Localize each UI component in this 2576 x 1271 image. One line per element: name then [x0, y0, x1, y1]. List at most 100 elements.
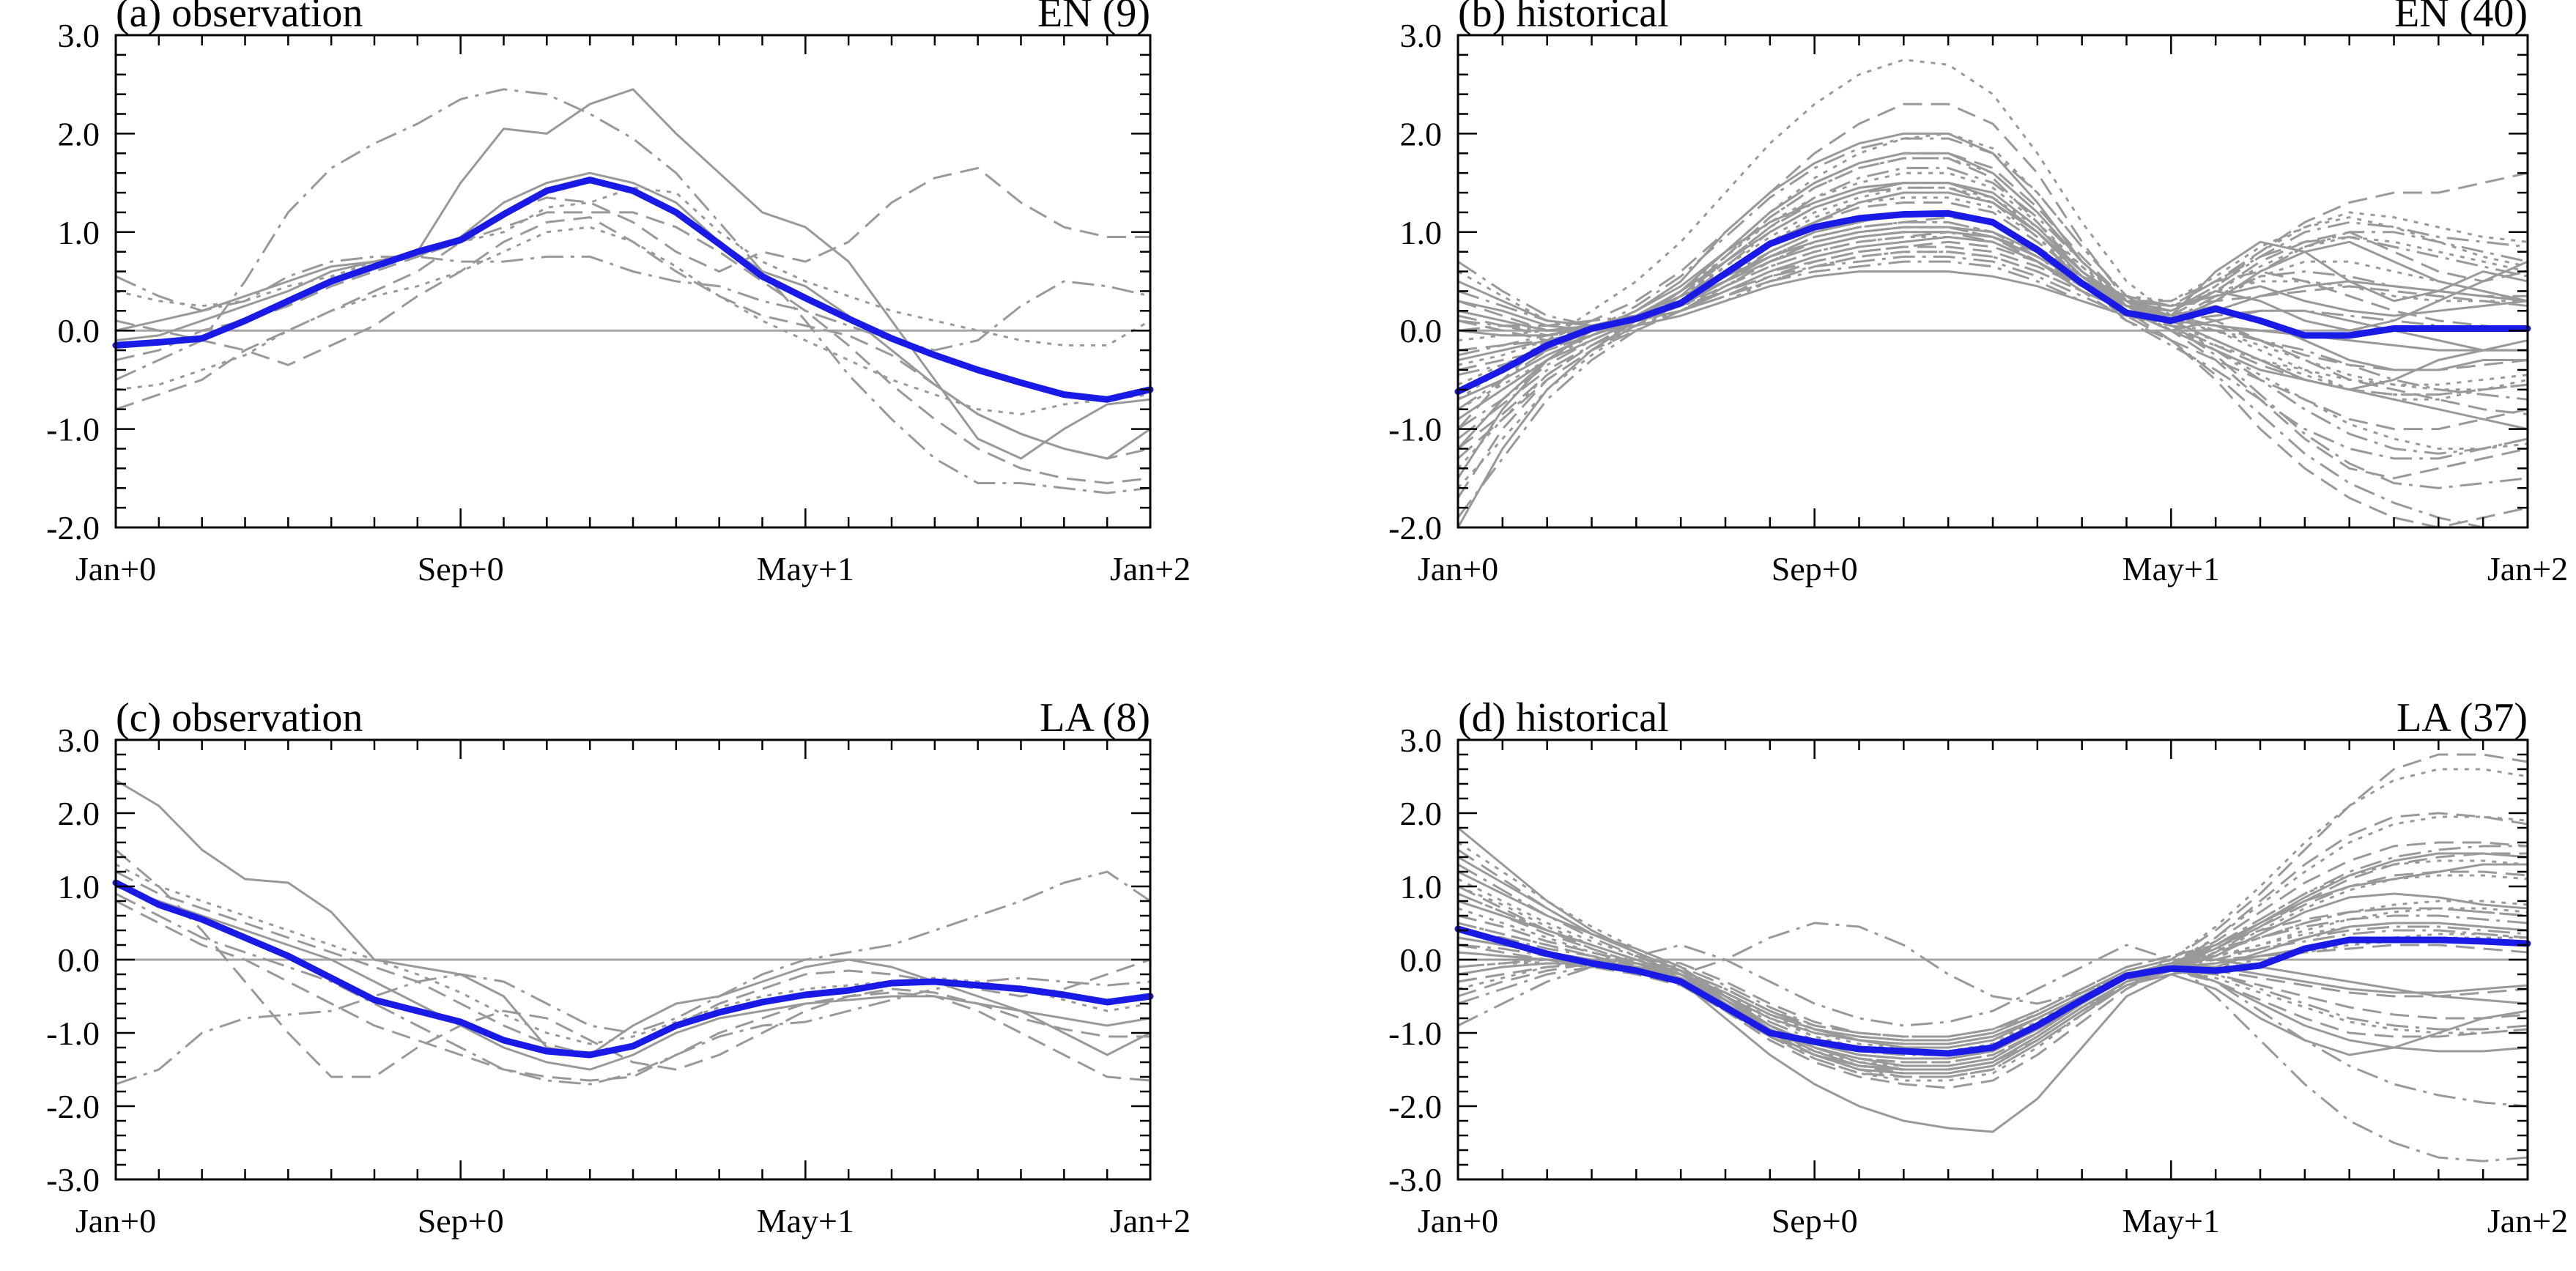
y-tick-label: 0.0 [58, 312, 100, 349]
y-tick-label: 1.0 [1400, 214, 1443, 251]
y-tick-label: -2.0 [1388, 1088, 1442, 1125]
panel-2: -2.0 -1.0 0.0 1.0 2.0 3.0 Jan+0 Sep+0 May+1 Jan+2… [1388, 0, 2568, 588]
member-line-28 [1458, 900, 2528, 1078]
member-line-35 [1458, 166, 2528, 455]
panel-title: (a) observation [116, 0, 363, 36]
composite-count-label: LA (8) [1040, 695, 1150, 741]
y-tick-label: 0.0 [1400, 312, 1443, 349]
member-line-36 [1458, 236, 2528, 366]
member-line-18 [1458, 221, 2528, 327]
member-line-37 [1458, 892, 2528, 1067]
member-line-27 [1458, 251, 2528, 391]
x-tick-label: Jan+2 [1110, 550, 1191, 588]
member-line-33 [1458, 182, 2528, 401]
member-line-1 [1458, 132, 2528, 479]
x-tick-label: Jan+2 [2487, 550, 2568, 588]
y-tick-label: -1.0 [46, 1015, 100, 1052]
mean-line [112, 177, 1154, 403]
member-line-36 [1458, 944, 2528, 1045]
member-line-7 [116, 255, 1150, 352]
x-tick-label: May+1 [757, 550, 854, 588]
member-line-6 [116, 88, 1150, 494]
y-tick-label: 1.0 [1400, 868, 1443, 905]
x-tick-label: Sep+0 [1772, 1202, 1858, 1239]
y-tick-label: 0.0 [58, 941, 100, 979]
panel-title: (c) observation [116, 695, 363, 741]
member-line-40 [1458, 196, 2528, 411]
y-tick-label: -3.0 [46, 1161, 100, 1198]
member-line-19 [1458, 182, 2528, 527]
member-line-14 [1458, 944, 2528, 1163]
member-line-8 [1458, 753, 2528, 1071]
member-line-12 [1458, 962, 2528, 1038]
member-line-30 [1458, 226, 2528, 332]
member-line-2 [116, 171, 1150, 460]
x-tick-label: Sep+0 [418, 550, 504, 588]
panel-title: (b) historical [1458, 0, 1669, 36]
composite-count-label: EN (40) [2394, 0, 2528, 36]
y-tick-label: 3.0 [58, 17, 100, 54]
member-line-37 [1458, 270, 2528, 352]
member-line-9 [1458, 103, 2528, 480]
composite-count-label: EN (9) [1037, 0, 1150, 36]
x-tick-label: Jan+0 [75, 550, 156, 588]
y-tick-label: -1.0 [46, 411, 100, 448]
member-line-8 [116, 863, 1150, 1045]
y-tick-label: 0.0 [1400, 941, 1443, 979]
member-line-4 [1458, 226, 2528, 361]
member-line-8 [1458, 231, 2528, 371]
panel-4: -3.0 -2.0 -1.0 0.0 1.0 2.0 3.0 Jan+0 Sep+0 May+1 J… [1388, 695, 2568, 1239]
member-line-5 [116, 848, 1150, 1078]
x-tick-label: Sep+0 [1772, 550, 1858, 588]
member-line-35 [1458, 852, 2528, 1071]
member-line-28 [1458, 186, 2528, 386]
member-line-3 [116, 166, 1150, 411]
y-tick-label: 2.0 [58, 795, 100, 832]
mean-line [1454, 925, 2531, 1057]
member-line-1 [116, 779, 1150, 1056]
y-tick-label: -1.0 [1388, 1015, 1442, 1052]
member-lines [116, 779, 1150, 1086]
y-tick-label: -2.0 [46, 509, 100, 546]
x-tick-label: Jan+2 [1110, 1202, 1191, 1239]
x-tick-label: Jan+0 [1418, 1202, 1498, 1239]
member-line-38 [1458, 152, 2528, 450]
member-line-25 [1458, 59, 2528, 401]
member-line-20 [1458, 768, 2528, 1082]
panel-title: (d) historical [1458, 695, 1669, 741]
y-tick-label: -1.0 [1388, 411, 1442, 448]
x-tick-label: May+1 [2122, 550, 2220, 588]
panel-1: -2.0 -1.0 0.0 1.0 2.0 3.0 Jan+0 Sep+0 May+1 Jan+2… [46, 0, 1191, 588]
x-tick-label: Jan+0 [75, 1202, 156, 1239]
member-line-5 [116, 211, 1150, 484]
y-tick-label: 2.0 [58, 115, 100, 152]
member-line-2 [116, 885, 1150, 1071]
mean-line [112, 879, 1154, 1059]
x-tick-label: May+1 [2122, 1202, 2220, 1239]
y-tick-label: 1.0 [58, 214, 100, 251]
member-line-9 [116, 226, 1150, 415]
member-line-29 [1458, 914, 2528, 1038]
y-tick-label: 2.0 [1400, 795, 1443, 832]
y-tick-label: 2.0 [1400, 115, 1443, 152]
x-tick-label: May+1 [757, 1202, 854, 1239]
member-lines [1458, 753, 2528, 1163]
y-tick-label: 3.0 [1400, 722, 1443, 759]
member-line-31 [1458, 171, 2528, 420]
y-tick-label: 3.0 [1400, 17, 1443, 54]
member-line-10 [1458, 201, 2528, 371]
panel-3: -3.0 -2.0 -1.0 0.0 1.0 2.0 3.0 Jan+0 Sep+0 May+1 J… [46, 695, 1191, 1239]
member-lines [1458, 59, 2528, 527]
x-tick-label: Jan+2 [2487, 1202, 2568, 1239]
member-line-34 [1458, 251, 2528, 371]
member-line-15 [1458, 226, 2528, 460]
x-tick-label: Sep+0 [418, 1202, 504, 1239]
member-line-6 [116, 870, 1150, 1086]
member-line-1 [116, 88, 1150, 460]
y-tick-label: 3.0 [58, 722, 100, 759]
member-line-8 [116, 186, 1150, 347]
member-line-17 [1458, 137, 2528, 489]
composite-count-label: LA (37) [2397, 695, 2528, 741]
mean-line [1454, 210, 2531, 395]
